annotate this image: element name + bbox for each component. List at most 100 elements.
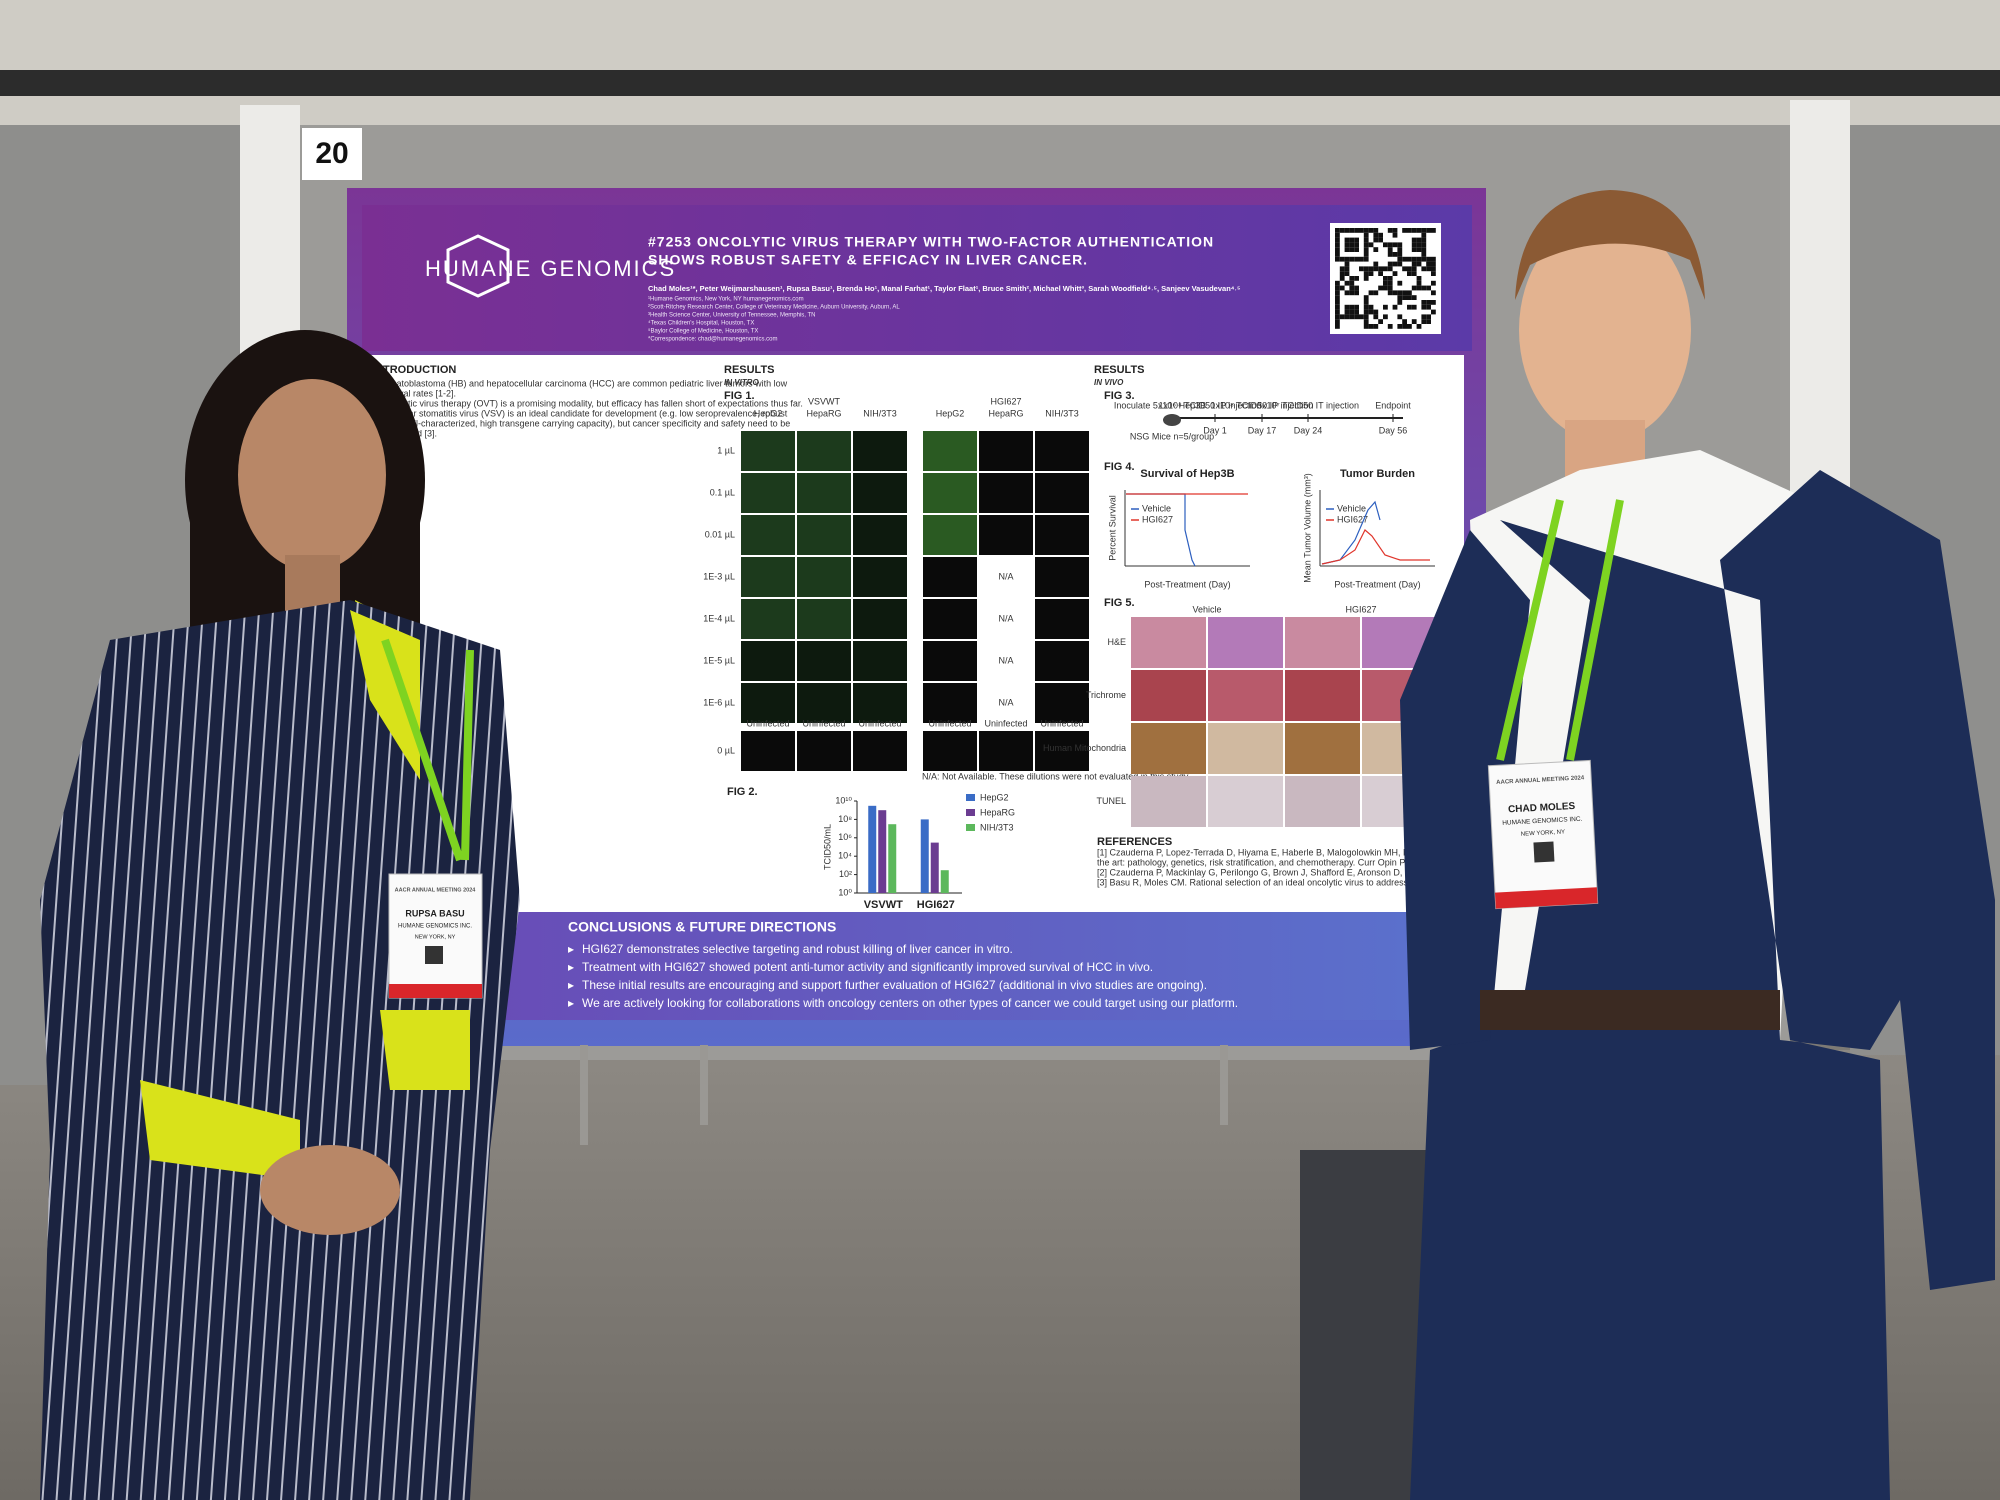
- conclusions-heading: CONCLUSIONS & FUTURE DIRECTIONS: [568, 919, 836, 935]
- fig1-cell: [979, 473, 1033, 513]
- mice-label: NSG Mice n=5/group: [1130, 431, 1214, 441]
- qr-module: [1402, 266, 1407, 272]
- belt: [1480, 990, 1780, 1030]
- plot-title: Survival of Hep3B: [1140, 468, 1234, 480]
- qr-module: [1339, 271, 1345, 276]
- qr-module: [1392, 304, 1398, 310]
- qr-module: [1335, 285, 1340, 291]
- stand-leg: [580, 1045, 588, 1145]
- badge-city: NEW YORK, NY: [1521, 829, 1565, 837]
- lanyard: [1496, 499, 1624, 761]
- conclusion-item: We are actively looking for collaboratio…: [582, 996, 1238, 1010]
- qr-module: [1411, 261, 1417, 267]
- timeline-step: 3x10⁷ TCID50 IT injection: [1257, 400, 1359, 410]
- qr-module: [1335, 256, 1340, 262]
- fig1-cell: [797, 473, 851, 513]
- qr-module: [1397, 261, 1403, 267]
- qr-module: [1383, 285, 1388, 291]
- qr-module: [1431, 261, 1436, 267]
- qr-module: [1335, 295, 1340, 300]
- qr-module: [1397, 314, 1403, 320]
- qr-module: [1339, 314, 1345, 320]
- qr-module: [1397, 247, 1403, 252]
- qr-module: [1392, 232, 1398, 238]
- bar: [930, 842, 939, 893]
- qr-module: [1354, 242, 1359, 248]
- qr-module: [1426, 304, 1431, 310]
- qr-module: [1335, 324, 1340, 329]
- fig5-group: Vehicle: [1192, 604, 1221, 614]
- qr-module: [1349, 228, 1355, 233]
- qr-module: [1431, 280, 1436, 286]
- qr-module: [1383, 276, 1388, 281]
- qr-module: [1411, 271, 1417, 276]
- fig1-cell: [923, 473, 977, 513]
- fig1-cell: [741, 557, 795, 597]
- face: [238, 379, 386, 571]
- qr-module: [1407, 228, 1412, 233]
- suit-jacket: [1400, 530, 1530, 1050]
- qr-module: [1363, 247, 1369, 252]
- fig1-note: N/A: Not Available. These dilutions were…: [922, 771, 1190, 781]
- conclusions-band: [370, 912, 1464, 1020]
- fig1-row: 1 µL: [717, 445, 735, 455]
- fig1-na: N/A: [998, 697, 1013, 707]
- fig5-row: TUNEL: [1096, 796, 1126, 806]
- badge-meeting: AACR ANNUAL MEETING 2024: [1496, 775, 1585, 786]
- fig4: Survival of Hep3B Post-Treatment (Day) Per…: [1107, 468, 1435, 589]
- qr-module: [1397, 300, 1403, 305]
- legend-label: HepG2: [980, 792, 1009, 802]
- figure-label: FIG 1.: [724, 390, 755, 402]
- qr-module: [1344, 261, 1350, 267]
- qr-module: [1416, 276, 1422, 281]
- qr-module: [1411, 304, 1417, 310]
- qr-module: [1402, 228, 1407, 233]
- face: [1519, 218, 1691, 442]
- qr-module: [1392, 271, 1398, 276]
- qr-module: [1426, 266, 1431, 272]
- badge-city: NEW YORK, NY: [415, 934, 456, 940]
- y-tick-label: 10⁶: [838, 832, 852, 842]
- qr-module: [1397, 280, 1403, 286]
- fig1-cell: [1035, 431, 1089, 471]
- fig1-cell: [797, 599, 851, 639]
- references: [1] Czauderna P, Lopez-Terrada D, Hiyama…: [1097, 847, 1567, 887]
- qr-module: [1421, 314, 1427, 320]
- qr-module: [1387, 261, 1393, 267]
- section-heading: RESULTS: [724, 364, 775, 376]
- qr-module: [1335, 247, 1340, 252]
- fig1-row: 1E-3 µL: [703, 571, 735, 581]
- qr-module: [1368, 242, 1374, 248]
- timeline-day: Day 24: [1294, 425, 1323, 435]
- histology-image: [1131, 670, 1206, 721]
- reference: [1] Czauderna P, Lopez-Terrada D, Hiyama…: [1097, 847, 1550, 857]
- qr-module: [1344, 237, 1350, 243]
- badge-stripe: [1495, 887, 1598, 909]
- qr-module: [1349, 314, 1355, 320]
- qr-module: [1344, 280, 1350, 286]
- fig1-cell: [923, 431, 977, 471]
- qr-module: [1416, 242, 1422, 248]
- qr-module: [1383, 314, 1388, 320]
- histology-image: [1285, 776, 1360, 827]
- histology-image: [1285, 723, 1360, 774]
- qr-module: [1392, 290, 1398, 296]
- fig1-cell: [853, 683, 907, 723]
- qr-module: [1378, 285, 1383, 291]
- affiliations: ¹Humane Genomics, New York, NY humanegen…: [648, 297, 900, 343]
- y-tick-label: 10⁴: [838, 851, 852, 861]
- qr-module: [1359, 314, 1364, 320]
- intro-line: Vesicular stomatitis virus (VSV) is an i…: [380, 408, 788, 418]
- qr-module: [1387, 324, 1393, 329]
- qr-module: [1387, 290, 1393, 296]
- conclusions-list: ▸ HGI627 demonstrates selective targeting…: [568, 942, 1238, 1010]
- fig1-cell: [979, 731, 1033, 771]
- qr-module: [1426, 256, 1431, 262]
- logo-text: HUMANE GENOMICS: [425, 256, 676, 281]
- fig1-group: VSVWT: [808, 396, 841, 406]
- qr-module: [1349, 256, 1355, 262]
- fig1-row: 0.1 µL: [710, 487, 735, 497]
- qr-module: [1344, 314, 1350, 320]
- qr-module: [1339, 276, 1345, 281]
- fig1: VSVWT HepG2 HepaRG NIH/3T3 Uninfected Uninfec…: [703, 396, 1190, 781]
